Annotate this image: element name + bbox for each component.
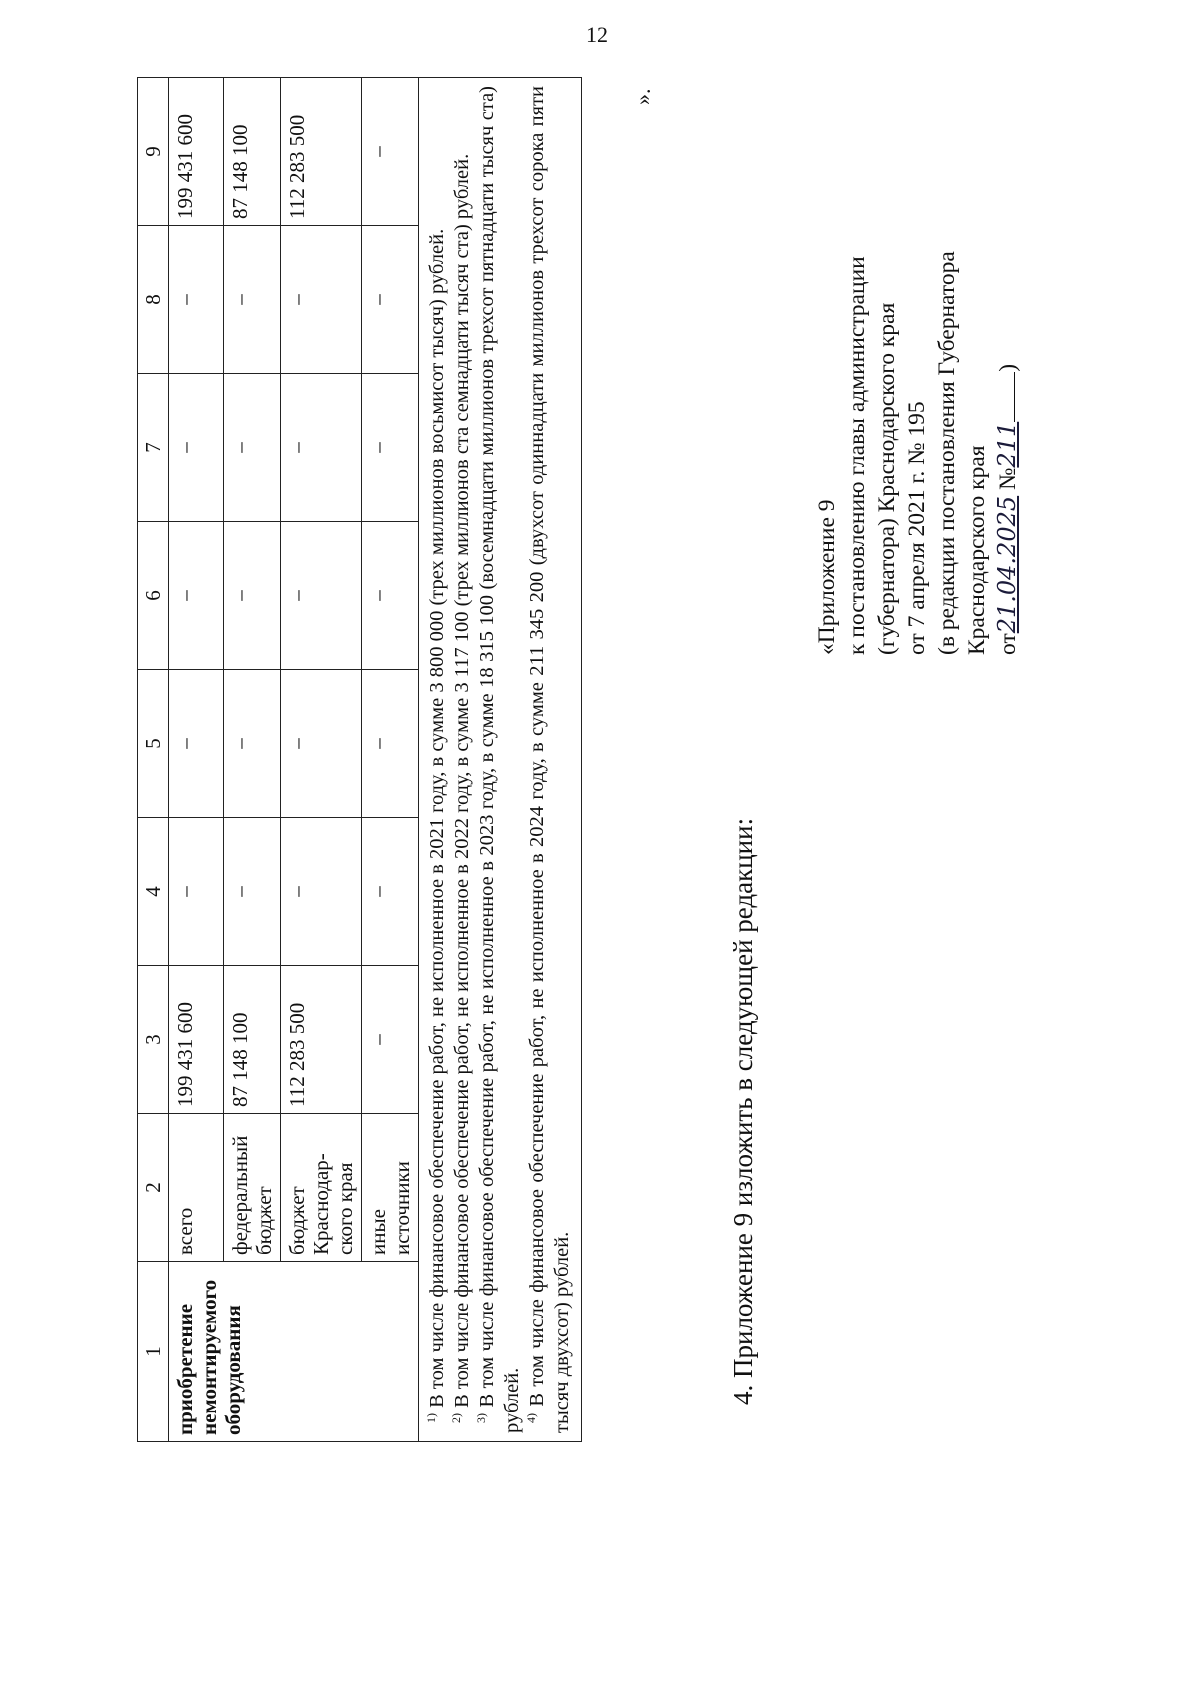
value-cell: – [361,817,419,966]
appendix-date-line: от21.04.2025 №211) [992,251,1023,655]
value-cell: – [280,521,362,670]
footnote: 3) В том числе финансовое обеспечение ра… [474,86,525,1433]
table-row: федеральный бюджет 87 148 100 – – – – – … [223,77,281,1442]
source-cell: иные источники [361,1113,419,1262]
value-cell: – [361,669,419,818]
value-cell: – [223,817,281,966]
value-cell: 199 431 600 [168,965,224,1114]
value-cell: – [280,669,362,818]
appendix-line: к постановлению главы администрации [844,256,870,655]
value-cell: 87 148 100 [223,77,281,226]
value-cell: – [361,521,419,670]
page-number: 12 [586,22,608,47]
source-cell: всего [168,1113,224,1262]
footnote-mark: 4) [524,1413,539,1423]
footnotes-cell: 1) В том числе финансовое обеспечение ра… [418,77,582,1442]
item-name: приобретение немонтируемого оборудования [168,1261,419,1442]
date-prefix: от [995,633,1021,655]
funding-table: 1 2 3 4 5 6 7 8 9 приобретение немонтиру… [137,77,582,1442]
footnote-mark: 1) [424,1413,439,1423]
column-header: 3 [137,965,169,1114]
source-cell: бюджет Краснодар-ского края [280,1113,362,1262]
column-header: 6 [137,521,169,670]
value-cell: – [223,521,281,670]
table-row: иные источники – – – – – – – [361,77,419,1442]
item-4-paragraph: 4. Приложение 9 изложить в следующей ред… [728,817,758,1405]
handwritten-number: 211 [993,421,1021,468]
column-header: 1 [137,1261,169,1442]
handwritten-date: 21.04.2025 [993,495,1021,634]
column-header: 7 [137,373,169,522]
value-cell: – [280,817,362,966]
footnote-text: В том числе финансовое обеспечение работ… [426,228,448,1413]
value-cell: 199 431 600 [168,77,224,226]
value-cell: – [223,225,281,374]
appendix-line: от 7 апреля 2021 г. № 195 [904,401,930,655]
value-cell: – [223,373,281,522]
footnote-mark: 3) [474,1413,489,1423]
table-row: приобретение немонтируемого оборудования… [168,77,419,1442]
value-cell: – [168,225,224,374]
table-row: бюджет Краснодар-ского края 112 283 500 … [280,77,362,1442]
value-cell: – [168,817,224,966]
appendix-line: Краснодарского края [964,445,990,655]
value-cell: 112 283 500 [280,77,362,226]
column-header: 5 [137,669,169,818]
appendix-header: «Приложение 9 к постановлению главы адми… [812,251,1023,655]
column-header: 4 [137,817,169,966]
footnote-text: В том числе финансовое обеспечение работ… [451,153,473,1413]
footnote: 2) В том числе финансовое обеспечение ра… [449,86,475,1433]
value-cell: – [361,373,419,522]
column-header: 9 [137,77,169,226]
appendix-line: (губернатора) Краснодарского края [874,302,900,655]
closing-paren: ) [995,363,1021,372]
closing-quote: ». [630,88,655,106]
value-cell: – [280,373,362,522]
header-row: 1 2 3 4 5 6 7 8 9 [137,77,169,1442]
source-cell: федеральный бюджет [223,1113,281,1262]
column-header: 2 [137,1113,169,1262]
value-cell: 87 148 100 [223,965,281,1114]
value-cell: – [168,669,224,818]
appendix-line: (в редакции постановления Губернатора [934,251,960,655]
footnote-mark: 2) [449,1413,464,1423]
footnote: 4) В том числе финансовое обеспечение ра… [524,86,575,1433]
number-underline [1014,371,1015,422]
value-cell: 112 283 500 [280,965,362,1114]
value-cell: – [168,521,224,670]
value-cell: – [280,225,362,374]
value-cell: – [361,225,419,374]
value-cell: – [361,965,419,1114]
value-cell: – [168,373,224,522]
value-cell: – [361,77,419,226]
footnote-text: В том числе финансовое обеспечение работ… [526,86,573,1433]
footnotes-row: 1) В том числе финансовое обеспечение ра… [418,77,582,1442]
column-header: 8 [137,225,169,374]
footnote-text: В том числе финансовое обеспечение работ… [476,86,523,1433]
number-prefix: № [995,467,1021,490]
value-cell: – [223,669,281,818]
footnote: 1) В том числе финансовое обеспечение ра… [424,86,450,1433]
appendix-line: «Приложение 9 [814,499,840,655]
